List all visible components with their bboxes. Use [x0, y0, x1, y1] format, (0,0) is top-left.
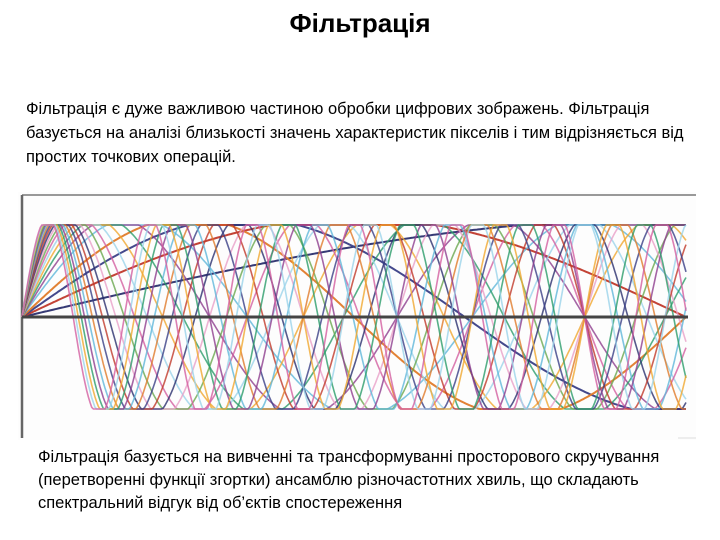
sine-wave: [21, 224, 687, 410]
sine-wave: [21, 224, 687, 410]
sine-wave: [21, 224, 687, 410]
caption-paragraph: Фільтрація базується на вивченні та тран…: [38, 448, 660, 512]
sine-wave: [21, 224, 687, 410]
waves: [21, 224, 687, 410]
sine-wave: [21, 224, 687, 410]
sine-wave: [21, 224, 686, 410]
sine-wave: [21, 224, 687, 410]
sine-wave: [21, 224, 686, 410]
sine-wave: [21, 224, 687, 410]
sine-wave: [21, 224, 686, 410]
sine-wave: [21, 224, 686, 410]
intro-paragraph: Фільтрація є дуже важливою частиною обро…: [26, 100, 684, 166]
sine-wave: [21, 224, 687, 410]
slide-title: Фільтрація: [289, 8, 431, 38]
sine-waves-figure: [18, 192, 696, 440]
